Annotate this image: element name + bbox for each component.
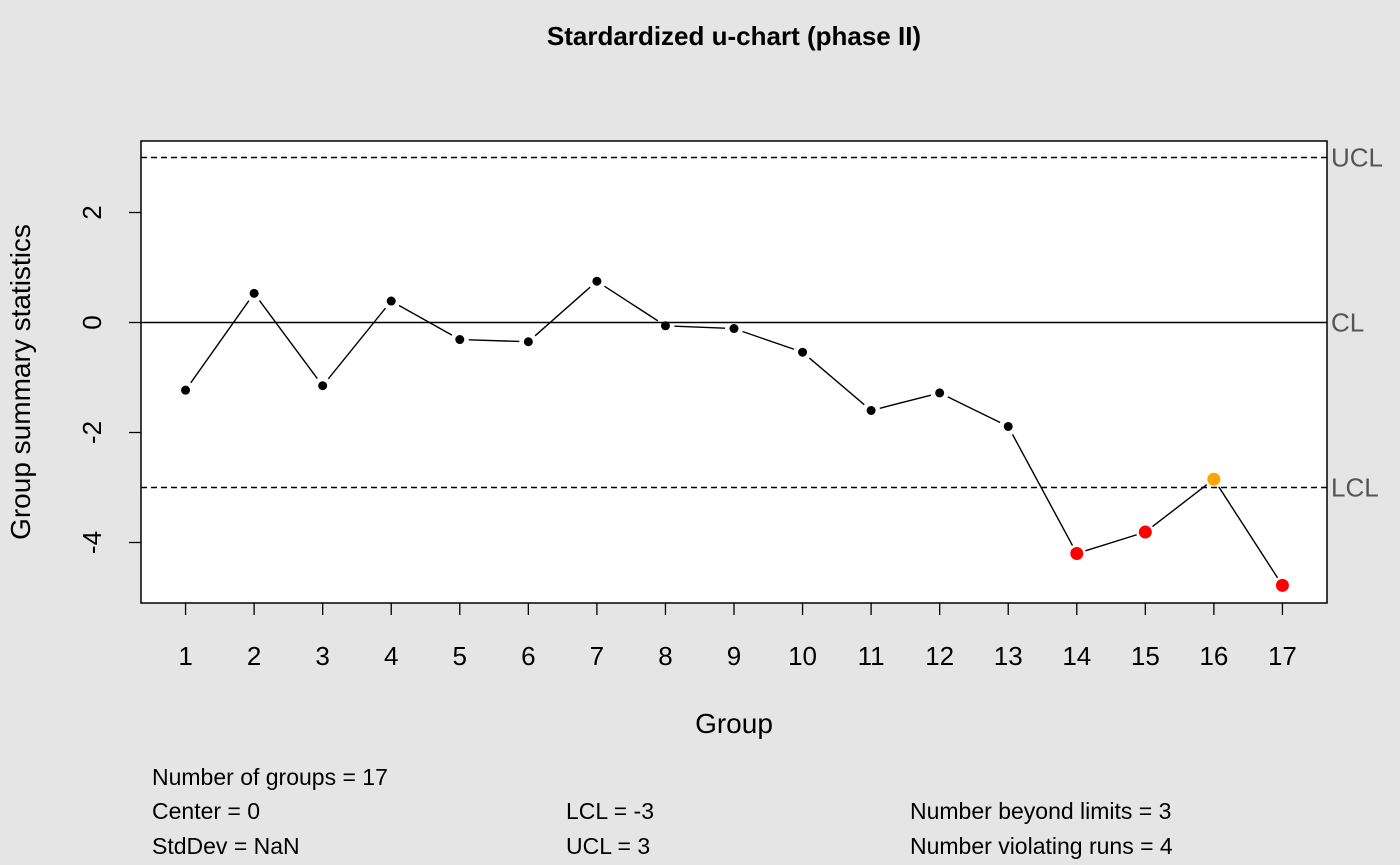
limit-label-lcl: LCL <box>1331 473 1379 503</box>
x-tick-label: 5 <box>453 641 467 671</box>
data-point-13 <box>1003 421 1013 431</box>
series-segment <box>1152 484 1208 528</box>
series-segment <box>1218 486 1279 579</box>
plot-area <box>141 141 1327 603</box>
data-point-8 <box>660 321 670 331</box>
x-tick-label: 3 <box>315 641 329 671</box>
series-segment <box>604 285 659 322</box>
limit-label-cl: CL <box>1331 308 1364 338</box>
y-axis-label: Group summary statistics <box>5 224 36 540</box>
data-point-5 <box>455 335 465 345</box>
stat-stddev: StdDev = NaN <box>152 833 300 859</box>
x-tick-label: 4 <box>384 641 398 671</box>
data-point-12 <box>935 388 945 398</box>
data-point-3 <box>318 381 328 391</box>
x-tick-label: 17 <box>1268 641 1297 671</box>
series-segment <box>808 357 865 406</box>
limit-label-ucl: UCL <box>1331 143 1383 173</box>
chart-title: Stardardized u-chart (phase II) <box>547 21 921 51</box>
series-segment <box>327 307 387 380</box>
series-segment <box>468 339 520 343</box>
y-tick-label: 0 <box>77 315 107 329</box>
x-tick-label: 16 <box>1199 641 1228 671</box>
x-tick-label: 1 <box>178 641 192 671</box>
data-point-10 <box>798 347 808 357</box>
series-segment <box>879 394 932 409</box>
x-tick-label: 2 <box>247 641 261 671</box>
x-axis-label: Group <box>695 708 773 739</box>
stat-lcl: LCL = -3 <box>566 798 655 824</box>
stat-center: Center = 0 <box>152 798 261 824</box>
x-tick-label: 12 <box>925 641 954 671</box>
data-point-17 <box>1275 578 1289 592</box>
data-point-1 <box>181 385 191 395</box>
stat-ucl: UCL = 3 <box>566 833 651 859</box>
data-point-2 <box>249 288 259 298</box>
series-segment <box>190 300 250 384</box>
series-segment <box>398 304 453 336</box>
series-segment <box>534 286 591 337</box>
data-point-14 <box>1070 547 1084 560</box>
stat-number-of-groups: Number of groups = 17 <box>152 764 388 790</box>
x-tick-label: 14 <box>1062 641 1091 671</box>
data-point-6 <box>523 337 533 347</box>
x-tick-label: 7 <box>590 641 604 671</box>
x-tick-label: 8 <box>658 641 672 671</box>
data-point-7 <box>592 276 602 286</box>
x-tick-label: 6 <box>521 641 535 671</box>
data-point-4 <box>386 296 396 306</box>
series-segment <box>947 396 1001 424</box>
plot-border <box>140 140 1328 604</box>
series-segment <box>674 325 726 329</box>
y-tick-label: -2 <box>77 421 107 444</box>
series-segment <box>742 330 795 350</box>
x-tick-label: 11 <box>858 641 885 671</box>
series-segment <box>1085 534 1137 552</box>
x-tick-label: 10 <box>788 641 817 671</box>
data-point-11 <box>866 406 876 415</box>
y-tick-label: 2 <box>77 205 107 219</box>
series-segment <box>1011 434 1074 546</box>
x-tick-label: 15 <box>1131 641 1160 671</box>
data-point-9 <box>729 324 739 334</box>
series-segment <box>258 300 318 379</box>
stat-violating-runs: Number violating runs = 4 <box>910 833 1173 859</box>
data-point-15 <box>1138 525 1152 539</box>
x-tick-label: 13 <box>994 641 1023 671</box>
data-point-16 <box>1207 472 1221 486</box>
y-tick-label: -4 <box>77 531 107 554</box>
stat-beyond-limits: Number beyond limits = 3 <box>910 798 1172 824</box>
x-tick-label: 9 <box>727 641 741 671</box>
